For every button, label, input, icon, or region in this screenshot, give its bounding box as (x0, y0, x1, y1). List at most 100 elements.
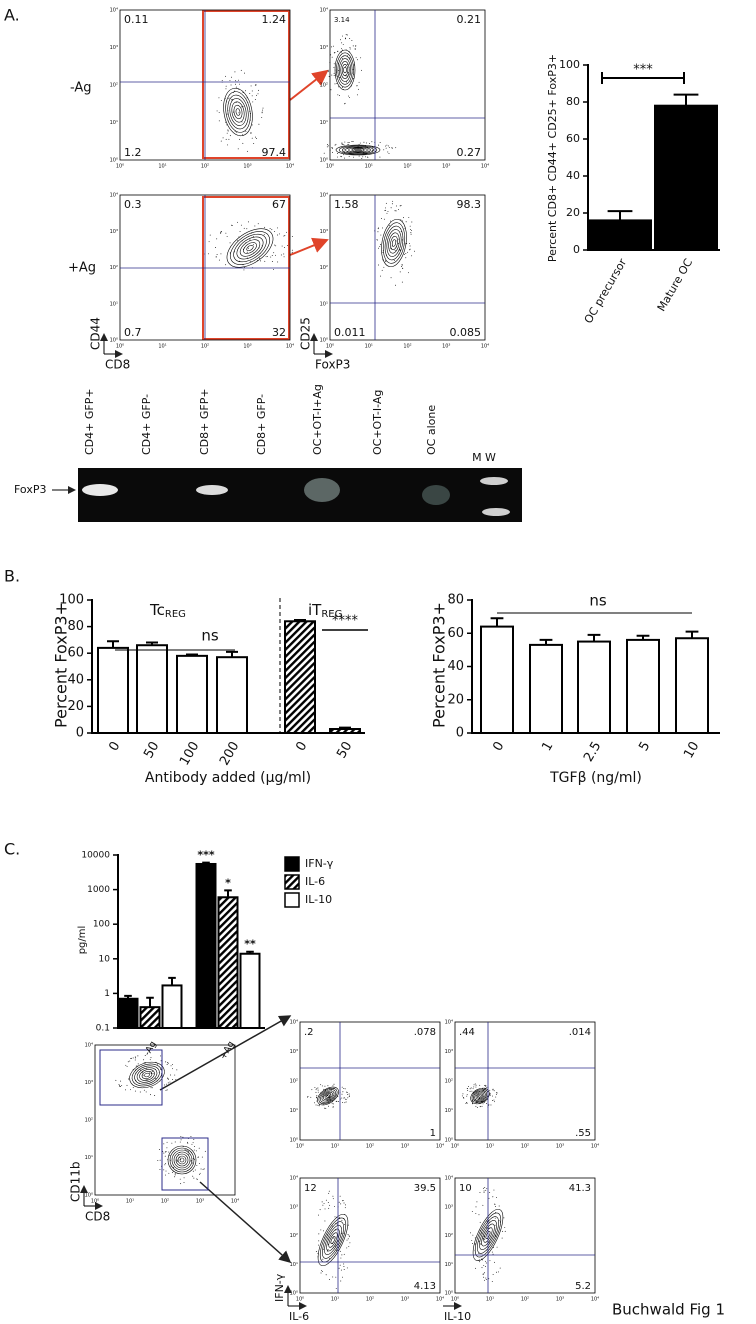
event-dot (466, 1088, 468, 1090)
event-dot (463, 1097, 465, 1099)
event-dot (318, 1233, 320, 1235)
event-dot (340, 1280, 342, 1282)
event-dot (255, 136, 256, 138)
event-dot (251, 90, 253, 92)
event-dot (220, 100, 222, 101)
event-dot (174, 1174, 176, 1176)
event-dot (229, 242, 231, 244)
event-dot (347, 1097, 349, 1099)
quadrant-value: 97.4 (262, 146, 287, 159)
event-dot (341, 1276, 343, 1278)
event-dot (503, 1217, 505, 1219)
event-dot (317, 1087, 319, 1089)
event-dot (341, 143, 343, 145)
event-dot (401, 266, 403, 267)
event-dot (343, 144, 345, 146)
y-tick-label: 10⁰ (110, 158, 118, 164)
event-dot (462, 1093, 464, 1095)
event-dot (130, 1089, 131, 1091)
event-dot (483, 1273, 485, 1275)
band (482, 508, 510, 516)
event-dot (482, 1204, 484, 1206)
event-dot (327, 144, 329, 146)
y-tick-label: 10⁰ (320, 338, 328, 344)
quadrant-value: .078 (414, 1027, 436, 1038)
event-dot (333, 1083, 335, 1085)
quadrant-value: 0.3 (124, 198, 142, 211)
event-dot (142, 1074, 144, 1076)
contour (334, 49, 356, 91)
error-bar (246, 950, 254, 954)
bar (216, 656, 248, 734)
event-dot (485, 1103, 487, 1104)
contour (323, 1091, 333, 1101)
y-tick-label: 60 (566, 132, 580, 145)
event-dot (496, 1197, 497, 1199)
contour (479, 1219, 497, 1251)
event-dot (322, 1248, 324, 1250)
event-dot (387, 210, 389, 212)
event-dot (345, 34, 347, 36)
x-tick-label: 10³ (401, 1297, 409, 1303)
event-dot (143, 1059, 145, 1061)
axis-label: CD44 (89, 317, 103, 350)
event-dot (314, 1087, 316, 1088)
event-dot (251, 95, 253, 97)
event-dot (325, 1199, 327, 1201)
event-dot (218, 97, 220, 99)
x-tick-label: 10² (161, 1199, 169, 1205)
quadrant-value: 4.13 (414, 1281, 436, 1292)
event-dot (318, 1104, 320, 1106)
event-dot (343, 1232, 345, 1234)
contour (317, 1213, 349, 1267)
event-dot (360, 57, 362, 59)
event-dot (342, 1102, 344, 1103)
event-dot (491, 1280, 493, 1282)
event-dot (328, 76, 330, 77)
band (422, 485, 450, 505)
event-dot (344, 1207, 346, 1209)
event-dot (283, 235, 285, 237)
quadrant-value: 1.24 (262, 13, 287, 26)
error-bar (202, 861, 210, 864)
event-dot (488, 1104, 490, 1106)
x-tick-label: 10³ (556, 1297, 564, 1303)
event-dot (499, 1267, 501, 1269)
event-dot (236, 239, 238, 241)
lane-label: OC alone (425, 405, 438, 455)
contour (139, 1069, 155, 1081)
event-dot (220, 140, 222, 142)
y-tick-label: 10 (99, 954, 111, 964)
event-dot (343, 1263, 345, 1265)
event-dot (385, 260, 387, 262)
bar (284, 620, 316, 735)
event-dot (215, 247, 216, 248)
panel-label: B. (4, 567, 20, 586)
event-dot (127, 1078, 129, 1080)
event-dot (339, 1264, 341, 1266)
contour (324, 1093, 332, 1099)
y-axis-label: Percent FoxP3+ (430, 602, 449, 728)
event-dot (338, 95, 340, 96)
event-dot (249, 93, 251, 95)
event-dot (167, 1082, 169, 1084)
event-dot (469, 1090, 471, 1092)
arrow (289, 69, 329, 101)
event-dot (182, 1146, 184, 1148)
event-dot (188, 1150, 190, 1152)
event-dot (246, 150, 248, 152)
event-dot (494, 1217, 496, 1219)
event-dot (493, 1261, 495, 1263)
event-dot (318, 1240, 320, 1242)
y-tick-label: 10⁰ (85, 1193, 93, 1199)
event-dot (390, 220, 391, 222)
quadrant-value: 0.27 (457, 146, 482, 159)
event-dot (346, 1239, 348, 1241)
event-dot (337, 94, 339, 96)
event-dot (381, 218, 382, 220)
event-dot (192, 1158, 194, 1160)
event-dot (371, 141, 373, 143)
event-dot (379, 156, 381, 158)
event-dot (164, 1155, 166, 1157)
event-dot (327, 145, 329, 147)
